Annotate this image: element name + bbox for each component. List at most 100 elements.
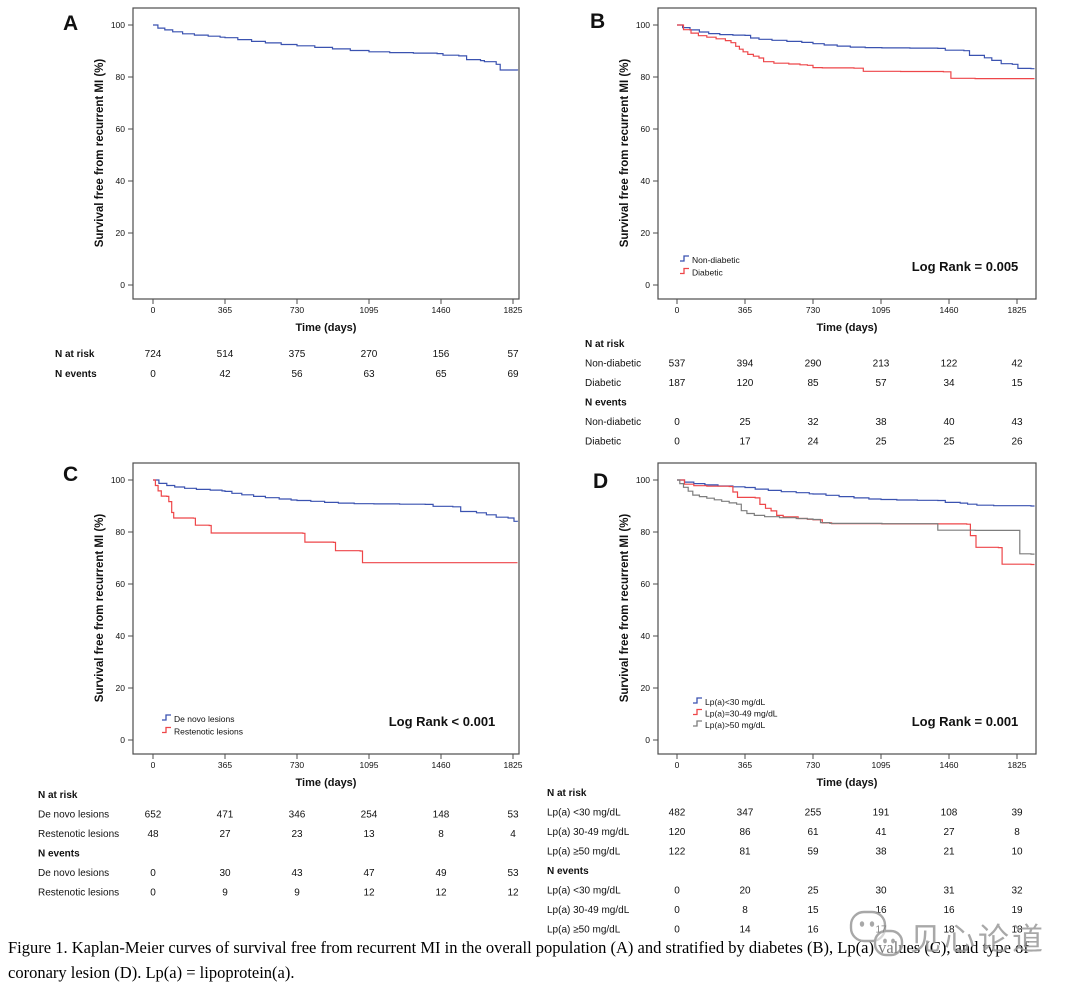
risk-value: 47 [363,868,375,879]
risk-row-label: Lp(a) <30 mg/dL [547,808,621,819]
curve-restenotic-lesions [153,479,518,564]
risk-row-label: Lp(a) <30 mg/dL [547,886,621,897]
risk-row-label: Lp(a) 30-49 mg/dL [547,905,630,916]
n-at-risk-header: N at risk [547,788,587,799]
curve-de-novo-lesions [153,479,519,522]
risk-row-label: De novo lesions [38,810,109,821]
curve-lp-a-50-mg-dl [677,479,1035,555]
legend-swatch-blue [680,255,689,262]
y-tick-label: 40 [116,631,126,641]
watermark: 见心论道 [848,903,1080,969]
risk-value: 25 [739,417,751,428]
risk-value: 27 [943,827,955,838]
risk-value: 81 [739,847,751,858]
panel-letter-c: C [63,463,78,486]
risk-value: 724 [145,349,162,360]
risk-value: 0 [674,905,680,916]
caption-line-1: Figure 1. Kaplan-Meier curves of surviva… [8,938,1029,957]
curve-lp-a-30-49-mg-dl [677,479,1035,566]
risk-value: 41 [875,827,887,838]
figure-caption: Figure 1. Kaplan-Meier curves of surviva… [8,936,1076,986]
risk-value: 27 [219,829,231,840]
y-tick-label: 20 [641,683,651,693]
risk-value: 156 [433,349,450,360]
risk-row-label: Diabetic [585,437,621,448]
x-tick-label: 1825 [504,760,523,770]
risk-value: 57 [507,349,519,360]
legend-label: Lp(a)=30-49 mg/dL [705,709,778,719]
x-tick-label: 365 [738,305,752,315]
risk-value: 17 [875,925,887,936]
risk-value: 23 [291,829,303,840]
risk-value: 69 [507,369,519,380]
risk-row-label: Non-diabetic [585,417,641,428]
risk-value: 12 [507,888,519,899]
risk-value: 191 [873,808,890,819]
risk-value: 12 [363,888,375,899]
risk-value: 346 [289,810,306,821]
y-tick-label: 40 [641,631,651,641]
legend-label: De novo lesions [174,714,234,724]
y-tick-label: 100 [111,20,125,30]
y-tick-label: 80 [641,527,651,537]
risk-row-label: De novo lesions [38,868,109,879]
risk-value: 16 [943,905,955,916]
legend-label: Non-diabetic [692,255,740,265]
x-axis-label: Time (days) [817,322,878,334]
plot-border [132,462,520,755]
y-axis-label: Survival free from recurrent MI (%) [94,514,106,703]
x-tick-label: 730 [290,305,304,315]
risk-value: 25 [875,437,887,448]
risk-value: 0 [150,868,156,879]
risk-value: 17 [739,437,751,448]
risk-value: 19 [1011,905,1023,916]
y-tick-label: 80 [116,527,126,537]
legend-swatch-red [162,726,171,734]
risk-value: 8 [438,829,444,840]
y-tick-label: 100 [111,475,125,485]
y-tick-label: 20 [116,228,126,238]
y-tick-label: 60 [641,579,651,589]
x-tick-label: 365 [738,760,752,770]
risk-value: 18 [1011,925,1023,936]
legend-label: Restenotic lesions [174,727,243,737]
risk-value: 42 [219,369,231,380]
risk-value: 255 [805,808,822,819]
y-axis-label: Survival free from recurrent MI (%) [94,59,106,248]
x-tick-label: 365 [218,760,232,770]
curve-diabetic [677,24,1035,80]
x-tick-label: 0 [151,760,156,770]
x-tick-label: 1095 [360,305,379,315]
x-tick-label: 730 [806,305,820,315]
risk-value: 25 [807,886,819,897]
risk-value: 39 [1011,808,1023,819]
curve-lp-a-30-mg-dl [677,479,1035,507]
risk-value: 9 [294,888,300,899]
risk-value: 0 [674,417,680,428]
risk-row-label: Restenotic lesions [38,888,119,899]
panel-letter-b: B [590,10,605,33]
n-events-header: N events [585,398,627,409]
risk-value: 8 [1014,827,1020,838]
risk-value: 0 [674,437,680,448]
x-tick-label: 1460 [940,305,959,315]
watermark-text: 见心论道 [910,921,1046,958]
risk-value: 108 [941,808,958,819]
x-tick-label: 365 [218,305,232,315]
risk-value: 14 [739,925,751,936]
x-axis-label: Time (days) [817,777,878,789]
risk-value: 38 [875,417,887,428]
n-at-risk-header: N at risk [55,349,95,360]
risk-value: 537 [669,359,686,370]
risk-value: 49 [435,868,447,879]
x-tick-label: 0 [675,305,680,315]
x-tick-label: 0 [151,305,156,315]
risk-row-label: Non-diabetic [585,359,641,370]
risk-row-label: Lp(a) ≥50 mg/dL [547,925,621,936]
y-tick-label: 60 [641,124,651,134]
risk-value: 42 [1011,359,1023,370]
log-rank-label: Log Rank = 0.005 [912,259,1019,274]
x-tick-label: 0 [675,760,680,770]
curve-non-diabetic [677,24,1035,70]
